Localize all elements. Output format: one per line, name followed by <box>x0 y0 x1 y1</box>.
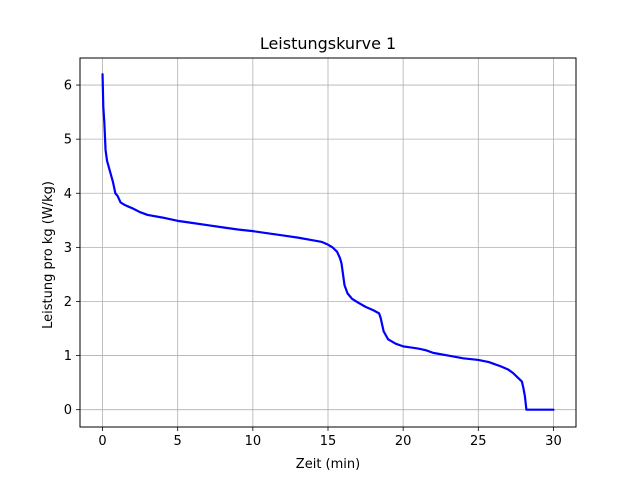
y-tick-label: 4 <box>64 187 72 202</box>
x-tick-label: 10 <box>245 434 262 449</box>
y-tick-label: 5 <box>64 133 72 148</box>
y-tick-label: 6 <box>64 79 72 94</box>
y-tick-label: 0 <box>64 403 72 418</box>
grid-layer <box>80 58 576 427</box>
x-axis-label: Zeit (min) <box>296 457 360 472</box>
x-tick-label: 20 <box>395 434 412 449</box>
x-tick-label: 5 <box>174 434 182 449</box>
series-line <box>101 73 555 411</box>
chart-title: Leistungskurve 1 <box>260 34 396 53</box>
x-tick-label: 25 <box>470 434 487 449</box>
tick-layer: 0 5 10 15 20 25 30 0 1 2 3 4 5 6 <box>64 79 562 449</box>
y-tick-label: 1 <box>64 349 72 364</box>
series-layer <box>101 73 555 411</box>
y-tick-label: 3 <box>64 241 72 256</box>
y-tick-label: 2 <box>64 295 72 310</box>
y-axis-label: Leistung pro kg (W/kg) <box>41 181 56 329</box>
x-tick-label: 0 <box>98 434 106 449</box>
x-tick-label: 30 <box>545 434 562 449</box>
x-tick-label: 15 <box>320 434 337 449</box>
